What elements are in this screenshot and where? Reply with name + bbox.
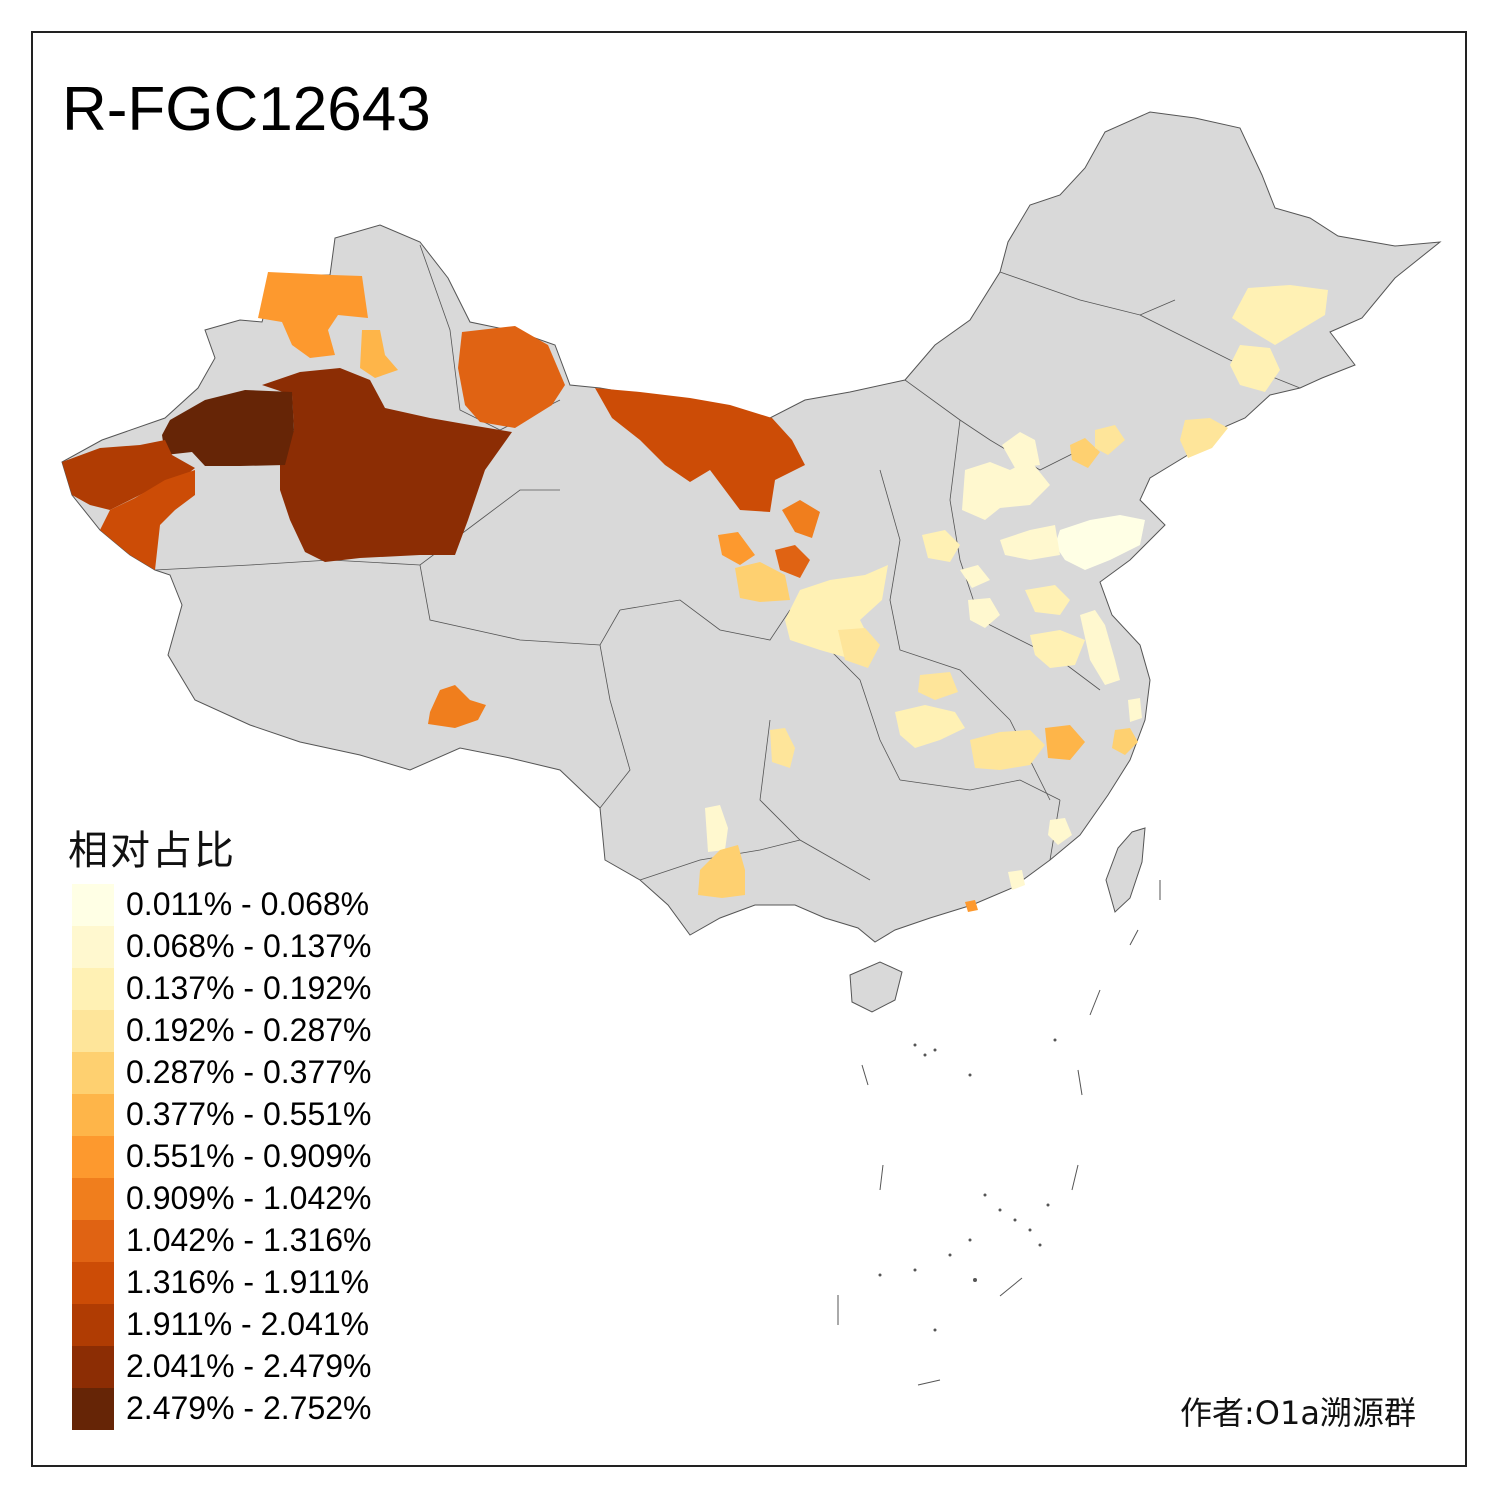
region-henan-n <box>960 565 990 588</box>
legend-label: 1.042% - 1.316% <box>126 1222 372 1258</box>
region-hami <box>458 326 565 428</box>
legend-label: 1.316% - 1.911% <box>126 1264 370 1300</box>
region-hongkong <box>965 900 978 912</box>
legend-label: 0.137% - 0.192% <box>126 970 372 1006</box>
region-gansu-b <box>735 562 790 602</box>
legend-label: 0.011% - 0.068% <box>126 886 370 922</box>
legend-label: 0.551% - 0.909% <box>126 1138 372 1174</box>
region-hubei-n <box>918 672 958 700</box>
region-ningxia-north <box>782 500 820 538</box>
legend-swatch <box>72 968 114 1010</box>
legend-swatch <box>72 1388 114 1430</box>
region-beijing-area <box>1070 438 1100 468</box>
region-xj-southwest <box>100 470 195 570</box>
region-jiangsu-n <box>1025 585 1070 615</box>
region-hubei <box>895 705 965 748</box>
legend-swatch <box>72 1010 114 1052</box>
taiwan-base <box>1105 827 1146 913</box>
region-yunnan-s <box>698 845 745 898</box>
legend-label: 0.909% - 1.042% <box>126 1180 372 1216</box>
region-alxa <box>595 388 805 512</box>
region-ningxia-south <box>775 545 810 578</box>
legend-swatch <box>72 1304 114 1346</box>
region-tibet-ngari <box>428 685 486 728</box>
region-jiangxi-e <box>1045 725 1085 760</box>
legend-swatch <box>72 1262 114 1304</box>
legend-label: 2.041% - 2.479% <box>126 1348 372 1384</box>
region-xj-aksu <box>162 390 294 466</box>
region-shaanxi-south <box>838 628 880 668</box>
legend-label: 1.911% - 2.041% <box>126 1306 370 1342</box>
region-henan-s <box>968 598 1000 628</box>
legend-label: 0.192% - 0.287% <box>126 1012 372 1048</box>
region-liaoning-e <box>1180 418 1228 458</box>
region-anhui <box>1030 630 1085 668</box>
legend-swatch <box>72 884 114 926</box>
country-base <box>61 111 1442 943</box>
region-shanxi <box>962 460 1050 520</box>
region-shanxi-b <box>1002 432 1040 468</box>
legend-title: 相对占比 <box>68 828 236 874</box>
region-xj-central <box>262 368 512 562</box>
legend-swatch <box>72 1094 114 1136</box>
hainan-base <box>849 961 903 1013</box>
region-zhejiang-a <box>1112 728 1138 755</box>
region-fujian <box>1048 818 1072 845</box>
region-hebei-ne <box>1095 425 1125 455</box>
region-shanxi-c <box>922 530 960 562</box>
region-xj-kashgar <box>62 440 195 510</box>
region-jilin <box>1230 345 1280 392</box>
legend-label: 0.287% - 0.377% <box>126 1054 372 1090</box>
legend-label: 0.068% - 0.137% <box>126 928 372 964</box>
legend-swatch <box>72 926 114 968</box>
region-yunnan-n <box>705 805 728 852</box>
legend-swatch <box>72 1178 114 1220</box>
region-gansu-a <box>718 532 755 565</box>
map-frame <box>31 31 1467 1467</box>
legend-swatch <box>72 1346 114 1388</box>
region-sichuan-e <box>770 728 795 768</box>
region-harbin <box>1232 285 1328 345</box>
region-shandong <box>1055 515 1145 570</box>
legend-label: 2.479% - 2.752% <box>126 1390 372 1426</box>
map-title: R-FGC12643 <box>62 75 431 144</box>
region-altay <box>258 272 368 358</box>
region-jiangxi <box>970 730 1045 770</box>
legend-swatch <box>72 1052 114 1094</box>
region-guangdong-e <box>1008 870 1025 890</box>
scattered-reefs <box>878 1038 1057 1332</box>
region-zhejiang-b <box>1128 698 1142 722</box>
legend-swatch <box>72 1220 114 1262</box>
author-credit: 作者:O1a溯源群 <box>1180 1394 1416 1432</box>
legend-label: 0.377% - 0.551% <box>126 1096 372 1132</box>
region-jiangsu-s <box>1080 610 1120 685</box>
region-altay-south <box>360 330 398 378</box>
legend-swatch <box>72 1136 114 1178</box>
region-shandong-w <box>1000 525 1060 560</box>
south-china-sea-islands <box>837 880 1161 1386</box>
